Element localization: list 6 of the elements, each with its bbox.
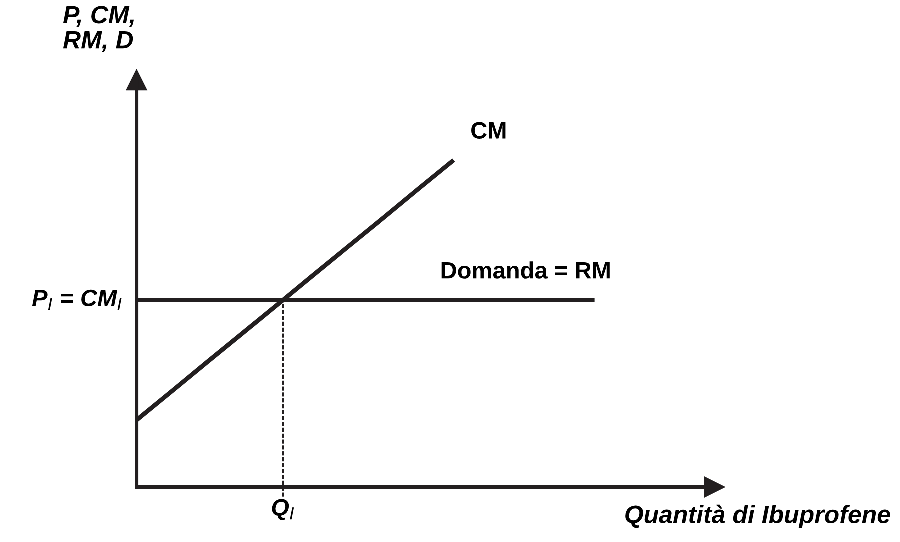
text: P$_{I}$ = CM$_{I}$: [32, 290, 122, 310]
annotation: Q$_{I}$: [272, 499, 294, 520]
y-axis-title: P, CM, RM, D: [63, 6, 134, 53]
series-label: CM: [472, 122, 506, 139]
x-axis-title: Quantità di Ibuprofene: [626, 504, 890, 528]
series-label: Domanda = RM: [442, 262, 610, 279]
